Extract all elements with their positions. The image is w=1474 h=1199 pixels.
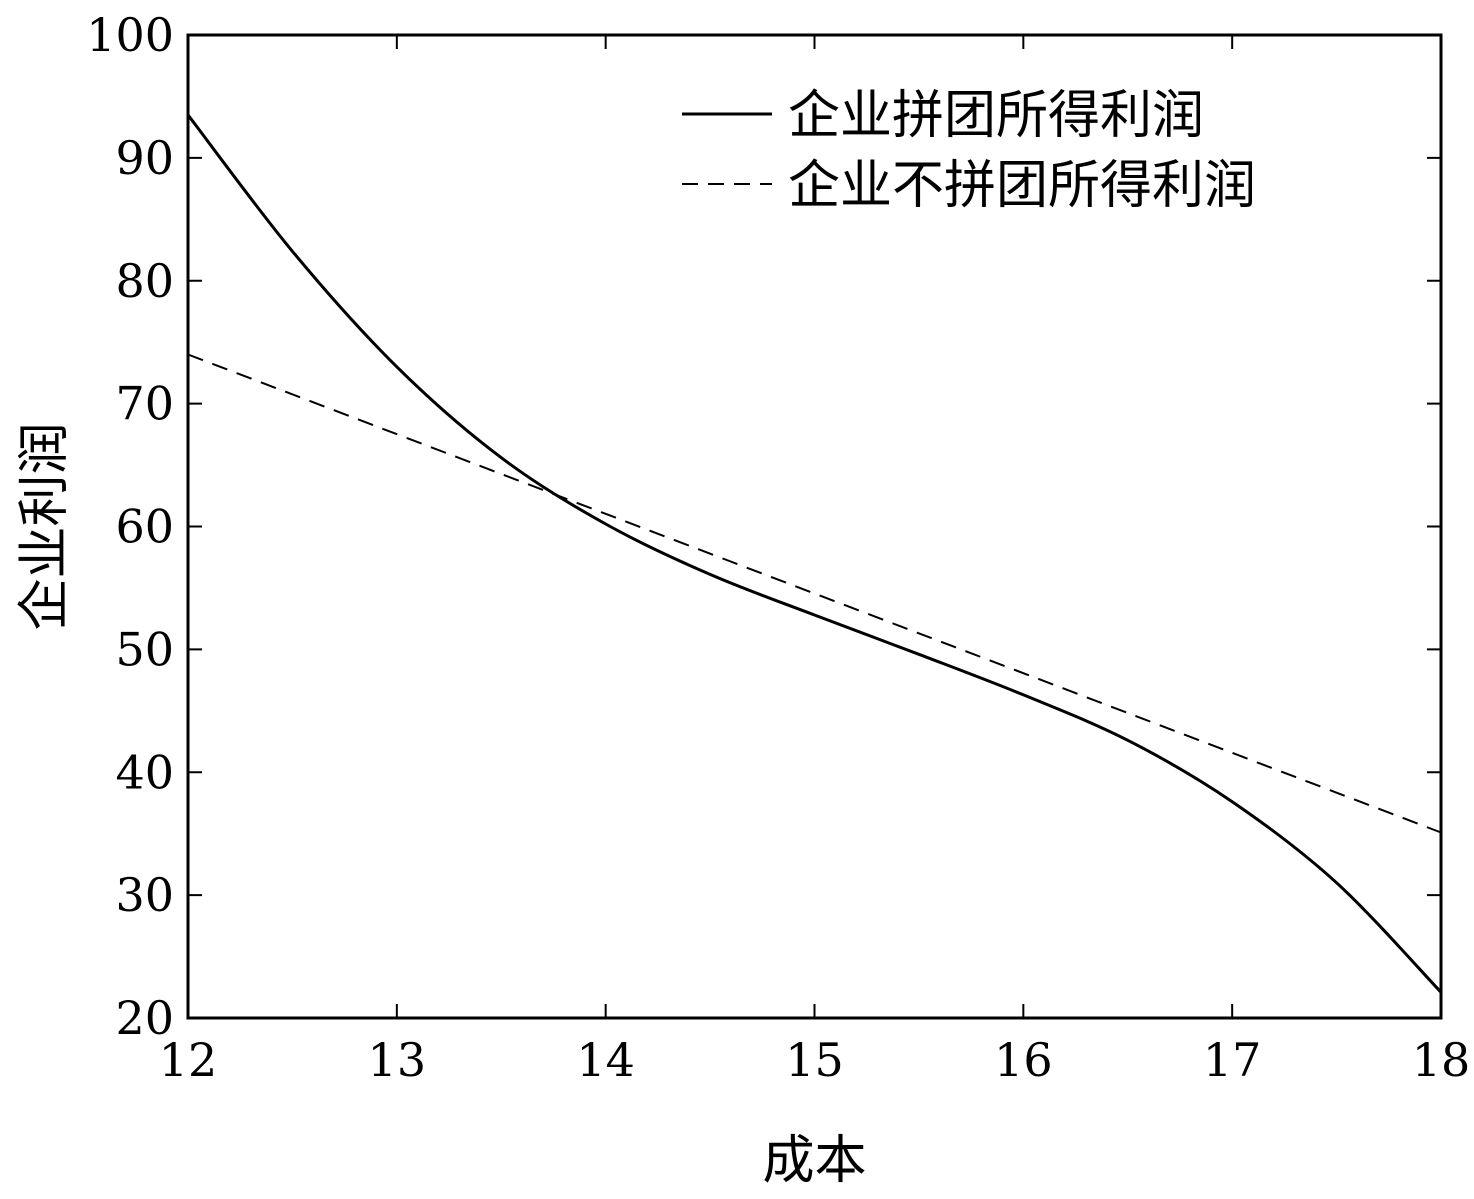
y-tick-label: 70 — [115, 377, 174, 431]
y-tick-label: 80 — [115, 254, 174, 308]
series-layer — [186, 113, 1443, 994]
x-tick-label: 15 — [785, 1033, 844, 1087]
legend-label-dashed: 企业不拼团所得利润 — [788, 156, 1256, 216]
y-tick-label: 50 — [115, 622, 174, 676]
x-tick-label: 16 — [994, 1033, 1053, 1087]
x-axis-label: 成本 — [762, 1131, 866, 1191]
y-tick-label: 60 — [115, 500, 174, 554]
x-tick-label: 14 — [576, 1033, 635, 1087]
y-tick-label: 90 — [115, 131, 174, 185]
plot-frame — [186, 33, 1443, 1020]
x-tick-label: 13 — [368, 1033, 427, 1087]
tick-labels: 12 13 14 15 16 17 18 20 30 40 50 60 70 80 90 100 — [86, 8, 1470, 1087]
y-tick-label: 30 — [115, 868, 174, 922]
x-tick-label: 18 — [1412, 1033, 1471, 1087]
legend-label-solid: 企业拼团所得利润 — [788, 86, 1204, 146]
x-tick-label: 17 — [1203, 1033, 1262, 1087]
y-tick-label: 20 — [115, 991, 174, 1045]
series-line-dashed — [187, 353, 1442, 834]
x-tick-label: 12 — [159, 1033, 218, 1087]
legend: 企业拼团所得利润 企业不拼团所得利润 — [682, 86, 1256, 216]
series-line-solid — [186, 113, 1443, 994]
y-axis-label: 企业利润 — [15, 422, 75, 630]
y-tick-label: 100 — [86, 8, 174, 62]
y-tick-label: 40 — [115, 745, 174, 799]
